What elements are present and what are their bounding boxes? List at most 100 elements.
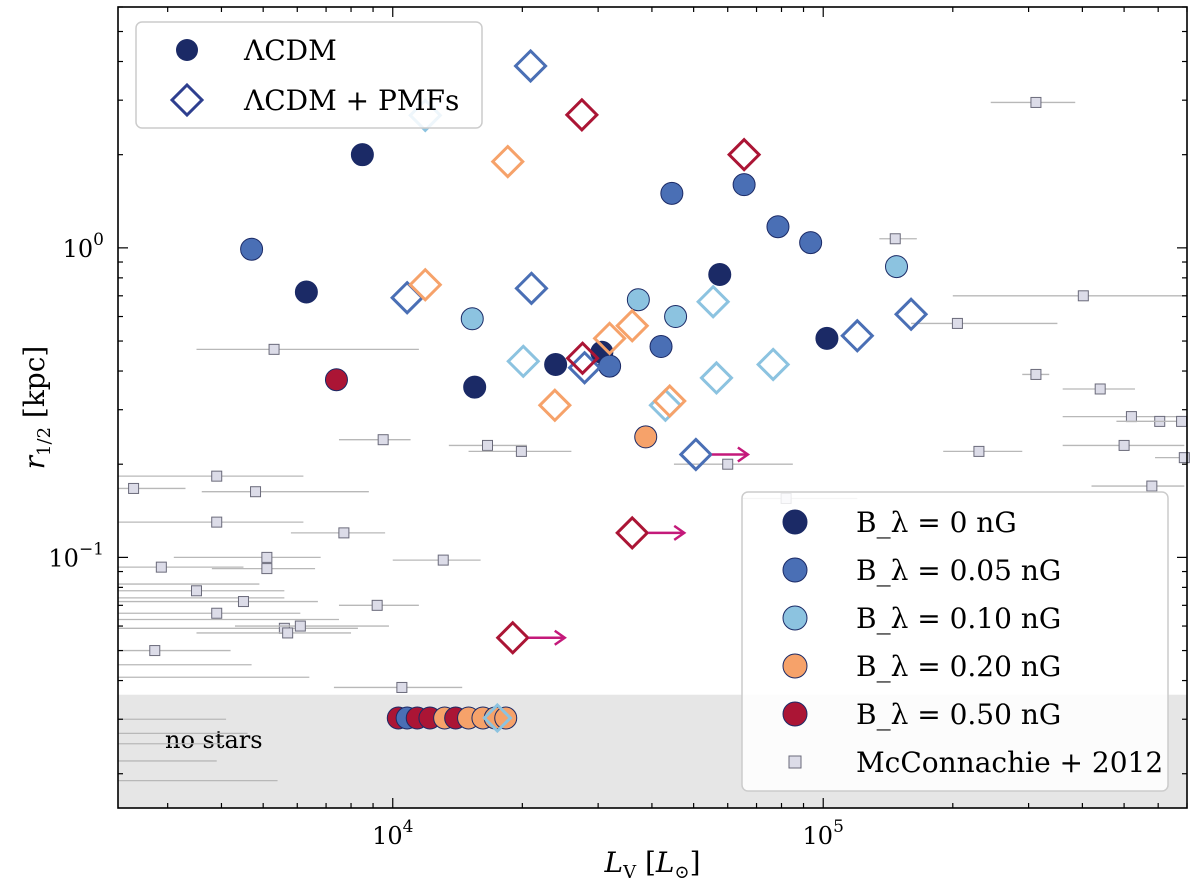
- x-axis-label-symbol: L: [603, 846, 623, 879]
- legend-model-label: ΛCDM + PMFs: [243, 84, 459, 117]
- legend-marker-diamond: [169, 82, 205, 118]
- sim-point: [598, 354, 622, 378]
- sim-diamond: [678, 437, 713, 472]
- obs-point: [237, 596, 249, 608]
- sim-diamond: [893, 297, 929, 332]
- x-tick-label: 104: [372, 817, 413, 850]
- obs-point: [211, 470, 223, 482]
- legend-models: ΛCDM ΛCDM + PMFs: [135, 21, 483, 129]
- obs-point: [1146, 480, 1158, 492]
- obs-point: [889, 233, 901, 245]
- obs-point: [515, 445, 527, 457]
- y-axis-label-unit: [kpc]: [18, 346, 51, 427]
- sim-point: [634, 425, 658, 449]
- obs-point: [211, 607, 223, 619]
- x-axis-label-unit-sub: ⊙: [674, 862, 689, 883]
- obs-point: [1094, 383, 1106, 395]
- obs-point: [377, 434, 389, 446]
- sim-diamond: [565, 341, 600, 376]
- sim-diamond: [514, 271, 549, 306]
- sim-point: [766, 215, 790, 239]
- sim-point: [460, 307, 484, 331]
- x-tick-label-exp: 5: [833, 817, 844, 837]
- obs-point: [1030, 368, 1042, 380]
- legend-marker-circle: [782, 653, 808, 679]
- obs-point: [268, 343, 280, 355]
- obs-point: [282, 627, 294, 639]
- y-tick-label-base: 10: [48, 544, 79, 572]
- legend-marker-circle: [782, 509, 808, 535]
- obs-point: [338, 527, 350, 539]
- x-axis-label-sub: V: [622, 862, 637, 883]
- obs-point: [294, 620, 306, 632]
- obs-point: [396, 681, 408, 693]
- no-stars-diamond: [482, 702, 513, 734]
- legend-marker-circle: [782, 605, 808, 631]
- sim-diamond: [408, 267, 443, 302]
- y-axis-label: r1/2 [kpc]: [18, 346, 55, 470]
- data-layer: [118, 48, 1190, 782]
- sim-point: [294, 280, 318, 304]
- x-tick-label-exp: 4: [403, 817, 414, 837]
- x-tick-label: 105: [803, 817, 844, 850]
- obs-point: [482, 439, 494, 451]
- legend-marker-circle: [176, 39, 198, 61]
- no-stars-label: no stars: [165, 726, 263, 754]
- no-stars-point: [494, 706, 518, 730]
- x-axis-label-close: ]: [690, 846, 701, 879]
- sim-diamond: [726, 137, 762, 172]
- y-axis-label-sub: 1/2: [34, 427, 55, 456]
- sim-diamond: [564, 97, 599, 132]
- obs-point: [371, 599, 383, 611]
- obs-point: [155, 561, 167, 573]
- obs-point: [1125, 411, 1137, 423]
- sim-diamond: [513, 48, 548, 84]
- y-tick-label-exp: −1: [79, 539, 104, 559]
- legend-fields-box: [741, 491, 1169, 792]
- legend-marker-circle: [782, 701, 808, 727]
- sim-diamond: [506, 344, 541, 379]
- obs-point: [211, 516, 223, 528]
- y-tick-label-exp: 0: [93, 230, 104, 250]
- legend-field-label: B_λ = 0.20 nG: [856, 650, 1061, 683]
- x-tick-label-base: 10: [372, 822, 403, 850]
- sim-point: [732, 173, 756, 197]
- obs-point: [437, 554, 449, 566]
- legend-marker-square: [788, 755, 802, 769]
- x-tick-label-base: 10: [803, 822, 834, 850]
- legend-model-label: ΛCDM: [243, 34, 337, 67]
- sim-diamond: [756, 347, 791, 382]
- obs-point: [261, 551, 273, 563]
- sim-diamond: [537, 388, 572, 423]
- sim-point: [799, 231, 823, 255]
- sim-diamond: [490, 144, 525, 179]
- obs-point: [250, 486, 262, 498]
- obs-point: [149, 645, 161, 657]
- lower-limit-arrowhead: [737, 446, 751, 463]
- obs-point: [1030, 96, 1042, 108]
- sim-point: [463, 375, 487, 399]
- sim-point: [350, 143, 374, 167]
- y-axis-label-symbol: r: [18, 454, 51, 469]
- y-tick-label: 10−1: [48, 539, 104, 572]
- sim-diamond: [840, 318, 875, 353]
- x-axis-label-unit: [: [636, 846, 656, 879]
- sim-point: [664, 305, 688, 329]
- y-tick-label: 100: [63, 230, 104, 263]
- sim-diamond: [592, 321, 627, 356]
- obs-point: [1178, 452, 1190, 464]
- obs-point: [190, 585, 202, 597]
- legend-field-label: B_λ = 0.10 nG: [856, 602, 1061, 635]
- obs-point: [951, 317, 963, 329]
- sim-point: [815, 326, 839, 350]
- sim-diamond: [696, 284, 731, 319]
- obs-point: [1077, 290, 1089, 302]
- sim-point: [626, 288, 650, 312]
- obs-point: [1118, 439, 1130, 451]
- sim-point: [544, 352, 568, 376]
- obs-point: [261, 563, 273, 575]
- legend-field-label: B_λ = 0.50 nG: [856, 698, 1061, 731]
- sim-diamond: [699, 360, 734, 396]
